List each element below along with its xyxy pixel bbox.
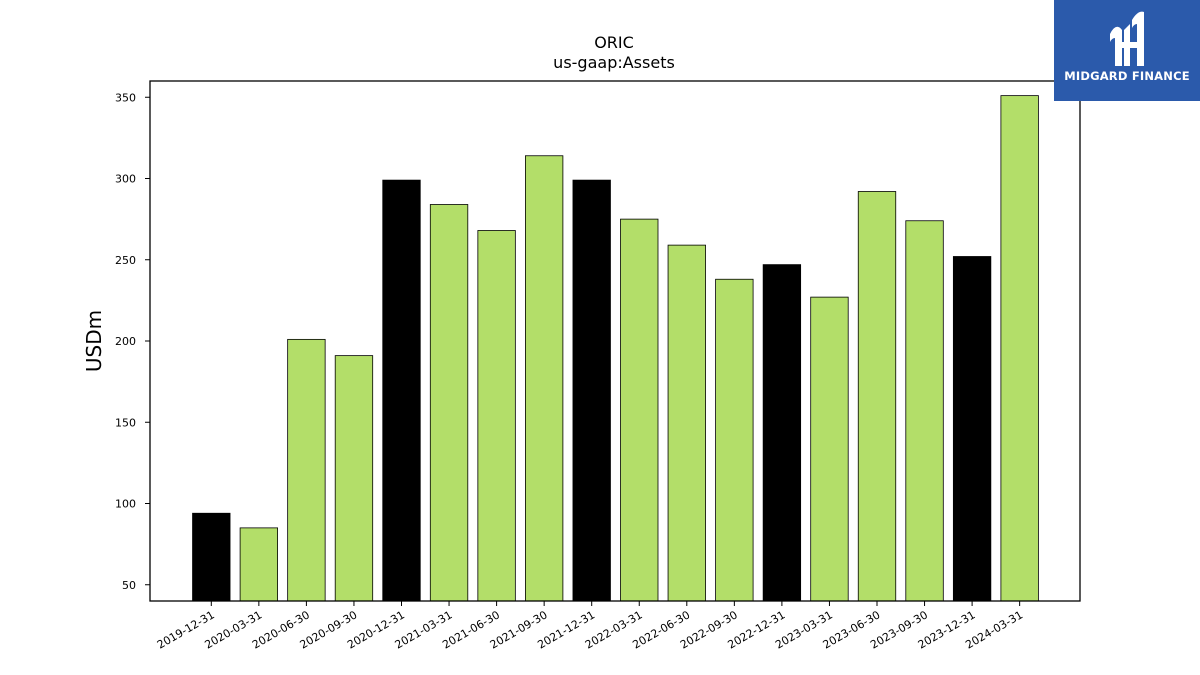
bar-2020-09-30 [334, 355, 374, 602]
y-tick-label: 100 [115, 498, 136, 511]
bar-2021-12-31 [572, 179, 611, 602]
bar-2020-12-31 [382, 179, 421, 602]
bar-2021-09-30 [525, 155, 564, 602]
chart-title: ORIC [594, 33, 634, 52]
bar-2020-06-30 [287, 338, 326, 602]
bar-2020-03-31 [239, 527, 279, 602]
y-tick-label: 350 [115, 91, 136, 104]
midgard-finance-logo: MIDGARD FINANCE [1054, 0, 1200, 101]
y-tick-label: 200 [115, 335, 136, 348]
bars-group [192, 95, 1039, 602]
bar-2022-09-30 [715, 278, 754, 602]
bar-2022-06-30 [667, 244, 706, 602]
midgard-logo-icon [1110, 11, 1144, 66]
y-ticks-group: 50 100 150 200 250 300 350 [115, 91, 150, 592]
bar-2023-09-30 [905, 220, 944, 602]
logo-text: MIDGARD FINANCE [1064, 69, 1190, 83]
bar-2023-06-30 [857, 191, 897, 602]
bar-2023-03-31 [810, 296, 849, 602]
bar-2023-12-31 [952, 256, 992, 602]
y-tick-label: 50 [122, 579, 136, 592]
bar-2019-12-31 [192, 512, 231, 602]
y-tick-label: 150 [115, 416, 136, 429]
bar-2022-12-31 [762, 264, 802, 602]
x-ticks-group: 2019-12-312020-03-312020-06-302020-09-30… [155, 601, 1025, 652]
y-tick-label: 300 [115, 173, 136, 186]
y-axis-label: USDm [82, 310, 106, 372]
y-tick-label: 250 [115, 254, 136, 267]
bar-2021-06-30 [477, 230, 516, 602]
bar-2021-03-31 [429, 204, 469, 602]
plot-frame [149, 80, 1081, 602]
bar-2024-03-31 [1000, 95, 1039, 602]
chart-subtitle: us-gaap:Assets [553, 53, 675, 72]
bar-2022-03-31 [620, 218, 659, 602]
